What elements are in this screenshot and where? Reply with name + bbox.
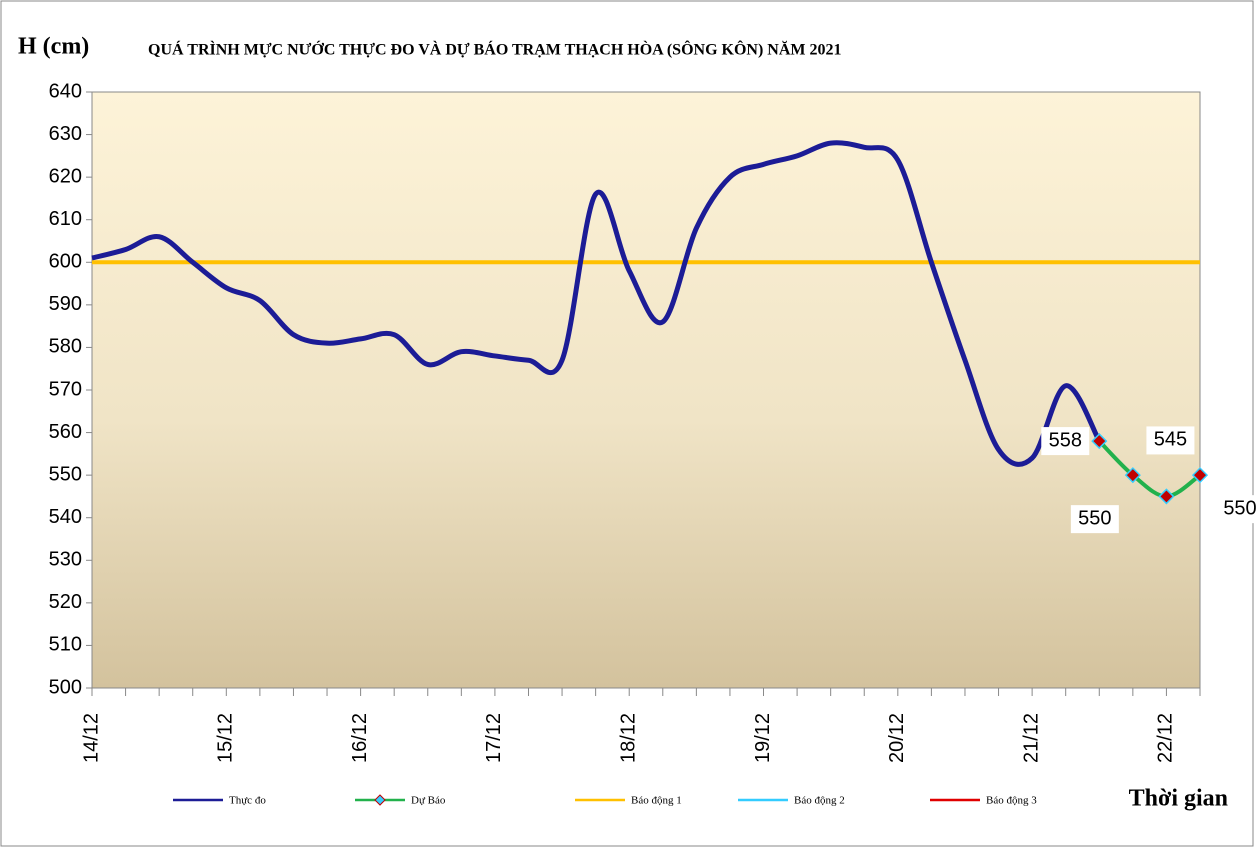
data-label-bg: [1070, 505, 1119, 534]
x-axis-label: Thời gian: [1129, 786, 1228, 812]
x-tick-label: 15/12: [215, 713, 237, 763]
y-tick-label: 580: [49, 336, 82, 358]
legend-label: Báo động 3: [986, 795, 1037, 807]
y-tick-label: 600: [49, 251, 82, 273]
data-label: 558: [1049, 429, 1082, 451]
y-tick-label: 610: [49, 208, 82, 230]
series-line: [1097, 439, 1202, 499]
x-tick-label: 17/12: [483, 713, 505, 763]
legend-marker: [374, 794, 386, 806]
y-tick-label: 510: [49, 634, 82, 656]
y-tick-label: 570: [49, 378, 82, 400]
y-tick-label: 640: [49, 80, 82, 102]
legend-label: Báo động 2: [794, 795, 845, 807]
y-tick-label: 630: [49, 123, 82, 145]
data-label-bg: [1041, 427, 1090, 456]
chart-title: QUÁ TRÌNH MỰC NƯỚC THỰC ĐO VÀ DỰ BÁO TRẠ…: [148, 40, 842, 59]
x-tick-label: 22/12: [1155, 713, 1177, 763]
forecast-marker: [1191, 467, 1209, 484]
plot-area: [91, 91, 1201, 689]
legend-label: Dự Báo: [411, 795, 446, 807]
legend-label: Thực đo: [229, 795, 266, 807]
forecast-marker: [1124, 467, 1141, 484]
x-tick-label: 19/12: [752, 713, 774, 763]
forecast-marker: [1158, 488, 1175, 505]
data-label: 550: [1223, 497, 1256, 519]
data-label-bg: [1146, 426, 1195, 455]
y-tick-label: 620: [49, 165, 82, 187]
x-tick-label: 21/12: [1020, 713, 1042, 763]
forecast-marker: [1091, 433, 1108, 450]
y-tick-label: 540: [49, 506, 82, 528]
y-tick-label: 530: [49, 549, 82, 571]
y-axis-label: H (cm): [18, 34, 89, 60]
data-label-bg: [1216, 495, 1256, 524]
y-tick-label: 500: [49, 676, 82, 698]
x-tick-label: 18/12: [617, 713, 639, 763]
y-tick-label: 560: [49, 421, 82, 443]
legend-label: Báo động 1: [631, 795, 682, 807]
data-label: 545: [1154, 429, 1187, 451]
y-tick-label: 520: [49, 591, 82, 613]
data-label: 550: [1078, 507, 1111, 529]
y-tick-label: 550: [49, 463, 82, 485]
x-tick-label: 16/12: [349, 713, 371, 763]
series-line: [91, 140, 1102, 467]
x-tick-label: 20/12: [886, 713, 908, 763]
x-tick-label: 14/12: [80, 713, 102, 763]
y-tick-label: 590: [49, 293, 82, 315]
